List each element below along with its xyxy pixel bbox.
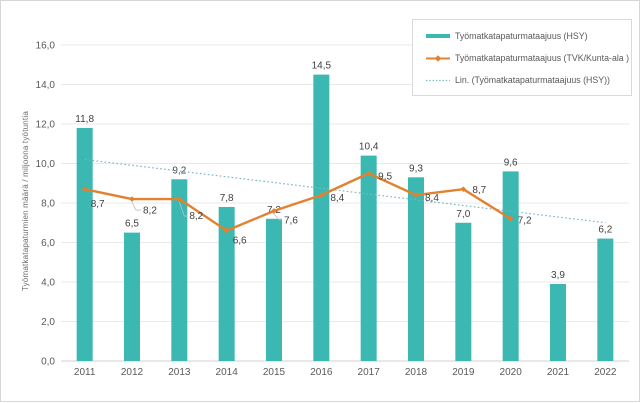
x-tick-label: 2011 <box>74 367 96 378</box>
legend-bar-swatch-icon <box>426 34 450 38</box>
tvk-value-label: 7,2 <box>518 215 532 226</box>
bar-2016 <box>313 74 330 361</box>
tvk-line-marker <box>413 192 419 198</box>
tvk-value-label: 8,2 <box>143 206 157 217</box>
legend-item-label: Työmatkatapaturmataajuus (TVK/Kunta-ala … <box>455 53 630 63</box>
bar-value-label: 14,5 <box>312 61 332 72</box>
y-tick-label: 8,0 <box>41 199 55 210</box>
bar-2017 <box>360 155 377 361</box>
x-tick-label: 2012 <box>121 367 144 378</box>
label-leader-line <box>131 201 141 211</box>
y-tick-label: 12,0 <box>36 120 56 131</box>
x-tick-label: 2013 <box>168 367 191 378</box>
x-tick-label: 2015 <box>263 367 286 378</box>
tvk-value-label: 8,2 <box>189 211 203 222</box>
tvk-line-marker <box>81 186 88 192</box>
legend-line-swatch-icon <box>426 54 450 62</box>
legend: Työmatkatapaturmataajuus (HSY) Työmatkat… <box>412 19 632 96</box>
tvk-line-marker <box>271 208 277 214</box>
y-tick-label: 14,0 <box>36 80 56 91</box>
tvk-line <box>83 172 512 232</box>
tvk-value-label: 8,7 <box>472 185 486 196</box>
bar-value-label: 6,2 <box>598 225 612 236</box>
tvk-line-marker <box>507 216 514 222</box>
bar-value-label: 7,8 <box>220 193 234 204</box>
tvk-value-label: 7,6 <box>284 215 298 226</box>
bar-2021 <box>550 283 566 361</box>
tvk-value-label: 8,4 <box>330 193 344 204</box>
x-tick-label: 2021 <box>547 367 570 378</box>
tvk-line-marker <box>129 196 135 202</box>
bar-value-label: 6,5 <box>125 219 139 230</box>
x-tick-label: 2016 <box>310 367 333 378</box>
label-leader-line <box>273 213 282 221</box>
bar-value-label: 3,9 <box>551 270 565 281</box>
legend-trendline-swatch-icon <box>426 79 450 81</box>
legend-item-tvk-line: Työmatkatapaturmataajuus (TVK/Kunta-ala … <box>426 53 630 63</box>
y-tick-label: 0,0 <box>41 357 55 368</box>
tvk-value-label: 8,4 <box>425 193 439 204</box>
bar-value-label: 10,4 <box>359 142 379 153</box>
bar-2020 <box>502 171 519 361</box>
y-axis-title: Työmatkatapaturmien määrä / miljoona työ… <box>21 111 30 291</box>
tvk-line-marker <box>318 192 325 198</box>
tvk-line-marker <box>365 170 372 177</box>
x-tick-label: 2017 <box>358 367 381 378</box>
y-tick-label: 6,0 <box>41 238 55 249</box>
legend-item-hsy-bars: Työmatkatapaturmataajuus (HSY) <box>426 31 627 41</box>
label-leader-line <box>178 201 188 217</box>
bar-2014 <box>218 206 235 361</box>
bar-2019 <box>455 222 472 361</box>
bar-2018 <box>408 177 424 361</box>
bar-2013 <box>171 179 188 361</box>
tvk-line-marker <box>460 186 467 192</box>
x-tick-label: 2020 <box>500 367 523 378</box>
y-tick-label: 16,0 <box>36 41 56 52</box>
x-tick-label: 2022 <box>594 367 617 378</box>
bar-value-label: 9,3 <box>409 163 423 174</box>
bar-2011 <box>76 127 93 361</box>
tvk-value-label: 9,5 <box>378 171 392 182</box>
tvk-value-label: 8,7 <box>91 199 105 210</box>
legend-item-trendline: Lin. (Työmatkatapaturmataajuus (HSY)) <box>426 75 627 85</box>
bar-2022 <box>597 238 614 361</box>
bar-value-label: 9,6 <box>504 157 518 168</box>
x-tick-label: 2018 <box>405 367 428 378</box>
y-tick-label: 2,0 <box>41 317 55 328</box>
legend-item-label: Työmatkatapaturmataajuus (HSY) <box>455 31 588 41</box>
x-tick-label: 2019 <box>452 367 475 378</box>
tvk-line-marker <box>223 227 230 234</box>
tvk-value-label: 6,6 <box>233 236 247 247</box>
bar-2012 <box>124 232 140 361</box>
bar-value-label: 7,0 <box>456 209 470 220</box>
bar-value-label: 11,8 <box>75 114 94 125</box>
x-tick-label: 2014 <box>216 367 239 378</box>
y-tick-label: 10,0 <box>36 159 56 170</box>
y-tick-label: 4,0 <box>41 278 55 289</box>
bar-2015 <box>266 218 282 361</box>
tvk-line-marker <box>176 196 183 202</box>
trendline <box>84 158 606 224</box>
legend-item-label: Lin. (Työmatkatapaturmataajuus (HSY)) <box>455 75 610 85</box>
bar-value-label: 9,2 <box>172 165 186 176</box>
